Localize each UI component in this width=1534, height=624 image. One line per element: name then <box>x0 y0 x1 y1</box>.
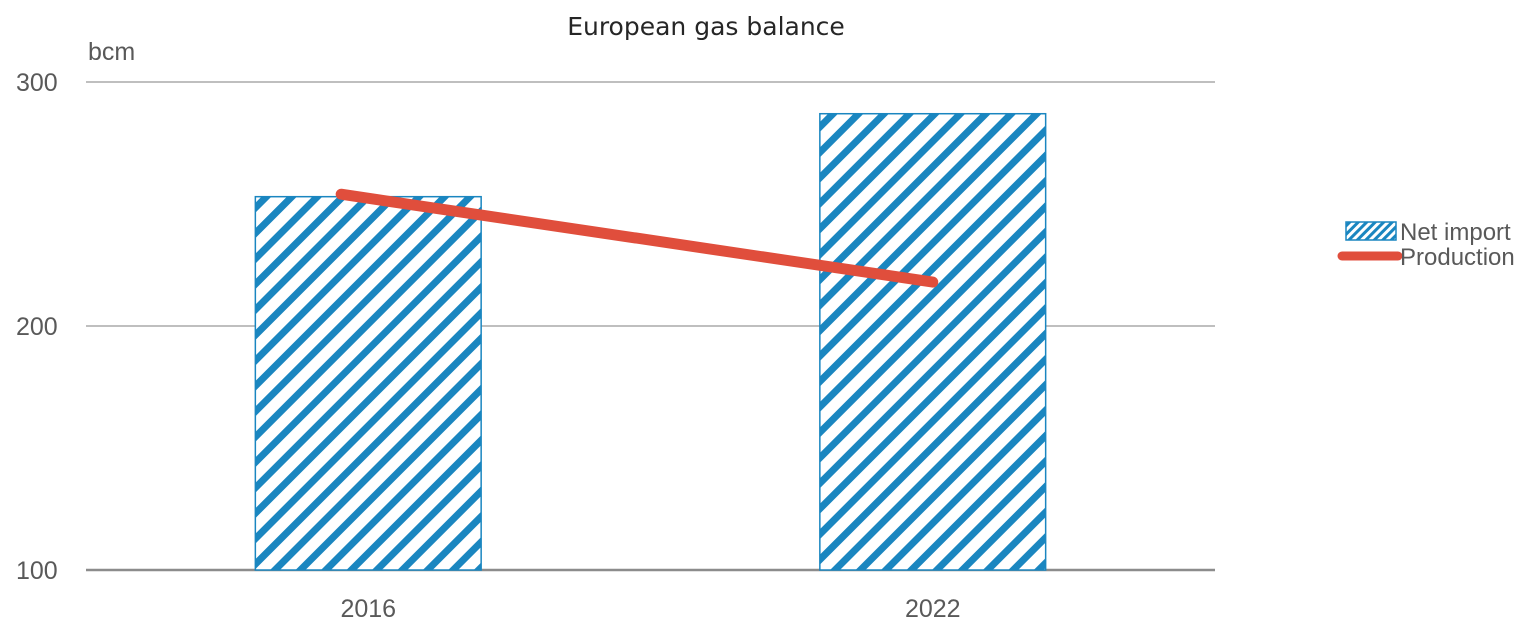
legend-swatch-net-import <box>1345 221 1397 241</box>
x-tick-label-2022: 2022 <box>905 595 961 623</box>
y-tick-label-100: 100 <box>16 557 58 585</box>
production-line-series <box>335 188 939 288</box>
bar-net-import-2022 <box>819 112 1047 571</box>
x-axis-ticks: 2016 2022 <box>340 595 960 623</box>
y-tick-label-200: 200 <box>16 313 58 341</box>
line-production <box>335 188 939 288</box>
y-tick-label-300: 300 <box>16 69 58 97</box>
y-axis-ticks: 100 200 300 <box>16 69 58 585</box>
legend-label-net-import: Net import <box>1400 219 1511 246</box>
legend-label-production: Production <box>1400 244 1515 271</box>
bars <box>254 112 1047 571</box>
legend: Net import Production <box>1337 219 1515 271</box>
chart-title: European gas balance <box>567 12 845 41</box>
bar-net-import-2016 <box>254 195 482 571</box>
y-axis-unit-label: bcm <box>88 38 135 66</box>
x-tick-label-2016: 2016 <box>340 595 396 623</box>
